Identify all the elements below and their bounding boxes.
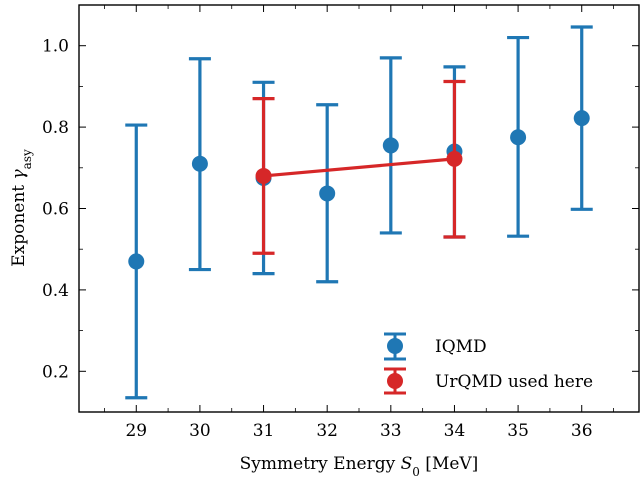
legend-label-urqmd: UrQMD used here — [435, 372, 593, 392]
x-tick-label: 36 — [571, 421, 593, 441]
series-line-urqmd — [263, 157, 455, 178]
x-tick-label: 35 — [507, 421, 529, 441]
legend-marker-urqmd — [384, 367, 406, 395]
series-urqmd — [252, 79, 466, 255]
legend: IQMD UrQMD used here — [384, 332, 593, 395]
data-point-iqmd — [573, 110, 590, 127]
data-point-iqmd — [128, 253, 145, 270]
data-point-iqmd — [319, 185, 336, 202]
x-tick-label: 34 — [444, 421, 466, 441]
x-tick-label: 31 — [253, 421, 275, 441]
series-layer — [125, 25, 593, 400]
y-tick-label: 0.2 — [42, 362, 69, 382]
y-tick-label: 1.0 — [42, 37, 69, 57]
data-point-urqmd — [255, 167, 272, 184]
x-tick-label: 30 — [189, 421, 211, 441]
data-point-iqmd — [191, 155, 208, 172]
legend-marker-iqmd — [384, 332, 406, 361]
y-tick-label: 0.6 — [42, 200, 69, 220]
x-tick-label: 33 — [380, 421, 402, 441]
y-tick-label: 0.4 — [42, 281, 69, 301]
x-axis-label: Symmetry Energy S0 [MeV] — [240, 454, 479, 477]
data-point-iqmd — [510, 129, 527, 146]
data-point-urqmd — [446, 150, 463, 167]
plot-area — [78, 4, 640, 413]
tick-labels: 29 30 31 32 33 34 35 36 0.2 0.4 0.6 0.8 1.0 — [42, 37, 593, 441]
x-tick-label: 32 — [316, 421, 338, 441]
legend-label-iqmd: IQMD — [435, 337, 487, 357]
x-tick-label: 29 — [125, 421, 147, 441]
y-axis-label: Exponent γasy — [9, 149, 34, 267]
data-point-iqmd — [382, 137, 399, 154]
axis-ticks — [79, 4, 639, 412]
y-tick-label: 0.8 — [42, 118, 69, 138]
